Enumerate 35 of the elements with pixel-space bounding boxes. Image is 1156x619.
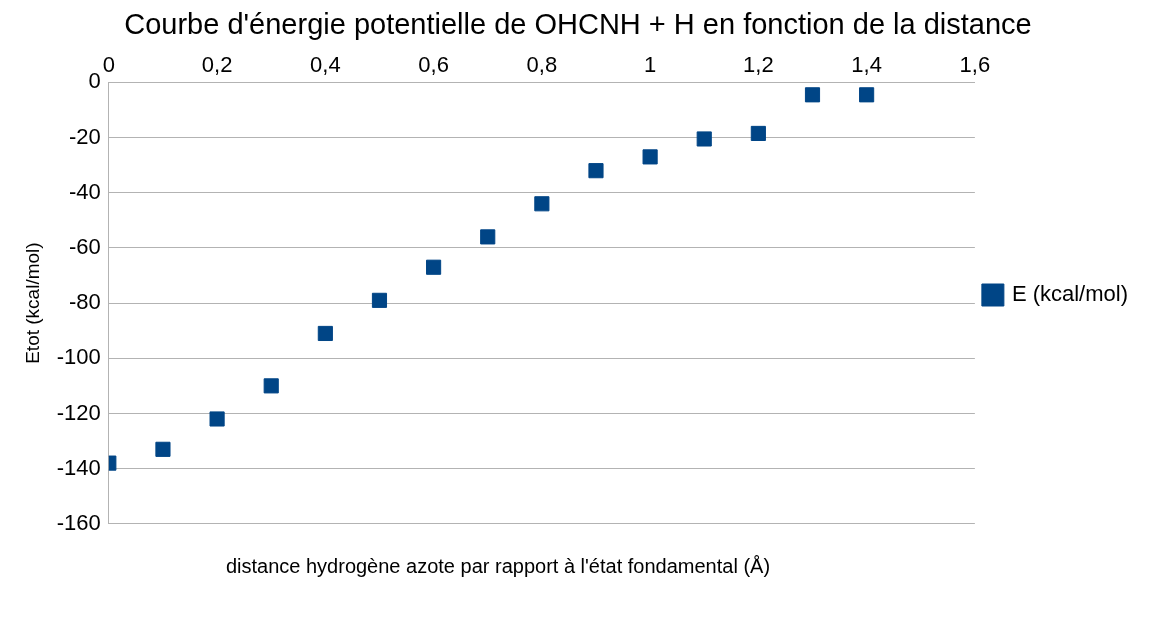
x-tick-label: 0,6 <box>418 52 449 78</box>
y-tick-label: -160 <box>56 509 101 535</box>
point <box>263 378 279 394</box>
y-tick-label: -100 <box>56 344 101 370</box>
point <box>696 131 712 147</box>
x-tick-label: 1 <box>643 52 657 78</box>
x-tick-label: 0,2 <box>201 52 233 78</box>
point <box>534 196 550 212</box>
y-axis-title: Etot (kcal/mol) <box>21 242 43 364</box>
point <box>588 163 604 179</box>
x-tick-label: 1,4 <box>851 52 882 78</box>
legend-label: E (kcal/mol) <box>1011 281 1128 307</box>
point <box>317 325 333 342</box>
y-tick-label: -140 <box>56 454 101 480</box>
y-tick-label: -40 <box>69 178 101 204</box>
point <box>371 292 388 308</box>
point <box>480 229 496 245</box>
y-tick-label: -120 <box>56 399 101 425</box>
point <box>209 411 225 427</box>
point <box>859 87 875 103</box>
point <box>426 259 442 275</box>
chart-title: Courbe d'énergie potentielle de OHCNH + H en fonction de la distance <box>123 8 1033 41</box>
x-tick-label: 0,8 <box>526 52 558 78</box>
x-tick-label: 0,4 <box>310 52 341 78</box>
y-tick-label: -60 <box>69 233 101 259</box>
point <box>750 125 766 142</box>
y-tick-label: -80 <box>69 289 101 315</box>
point <box>804 87 821 103</box>
y-tick-label: -20 <box>69 123 101 149</box>
y-tick-label: 0 <box>88 68 101 94</box>
x-tick-label: 1,2 <box>743 52 774 78</box>
point <box>155 441 171 457</box>
x-tick-label: 1,6 <box>959 52 991 78</box>
point <box>642 149 658 165</box>
x-axis-title: distance hydrogène azote par rapport à l'état fondamental (Å) <box>224 555 772 578</box>
